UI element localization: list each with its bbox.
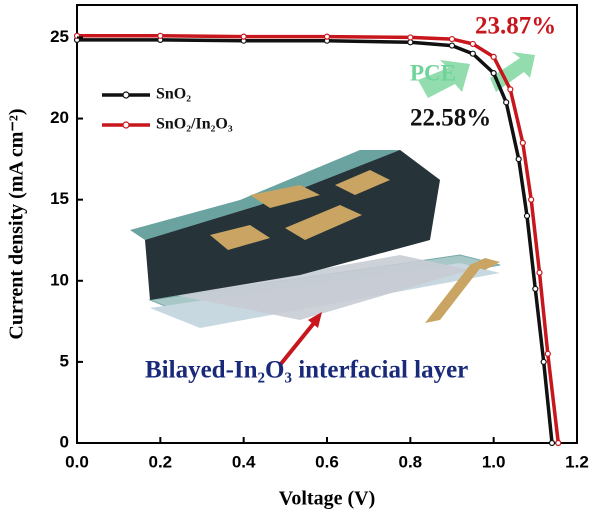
data-point <box>157 32 164 39</box>
annotation: Bilayed-In₂O₃ interfacial layer <box>145 357 468 384</box>
annotation: 22.58% <box>410 105 491 132</box>
data-point <box>469 40 476 48</box>
data-point <box>548 439 556 447</box>
data-point <box>519 139 526 146</box>
x-tick-label: 0.6 <box>315 452 339 471</box>
data-point <box>523 212 531 219</box>
annotation: PCE <box>410 60 456 85</box>
data-point <box>544 350 551 357</box>
y-tick-label: 5 <box>60 351 69 370</box>
data-point <box>490 70 497 77</box>
y-tick-label: 10 <box>50 270 69 289</box>
data-point <box>490 53 497 61</box>
data-point <box>407 39 414 46</box>
data-point <box>469 50 476 57</box>
x-tick-label: 0.4 <box>232 452 256 471</box>
data-point <box>240 33 247 40</box>
x-axis-label: Voltage (V) <box>279 488 375 510</box>
data-point <box>407 34 414 41</box>
legend-label: SnO₂/In₂O₃ <box>156 116 233 133</box>
x-tick-label: 1.0 <box>482 452 506 471</box>
data-point <box>540 358 547 365</box>
data-point <box>507 86 514 93</box>
data-point <box>532 285 539 292</box>
series-line <box>77 34 561 444</box>
data-point <box>448 42 456 49</box>
data-point <box>515 156 522 163</box>
inset-illustration <box>130 52 535 367</box>
legend-marker <box>122 121 130 129</box>
data-point <box>536 269 543 276</box>
x-tick-label: 0.0 <box>65 452 89 471</box>
y-tick-label: 0 <box>60 432 69 451</box>
data-point <box>528 196 535 203</box>
legend-label: SnO₂ <box>156 86 191 103</box>
y-tick-label: 15 <box>50 189 69 208</box>
data-point <box>503 99 510 106</box>
y-tick-label: 20 <box>50 108 69 127</box>
y-axis-label: Current density (mA cm⁻²) <box>6 108 28 339</box>
x-tick-label: 0.8 <box>399 452 423 471</box>
data-point <box>555 439 562 447</box>
x-tick-label: 1.2 <box>565 452 589 471</box>
data-point <box>448 35 456 43</box>
series-line <box>77 38 554 444</box>
annotation: 23.87% <box>475 13 556 40</box>
x-tick-label: 0.2 <box>149 452 173 471</box>
data-point <box>323 33 331 40</box>
legend-marker <box>122 91 130 99</box>
y-tick-label: 25 <box>50 27 69 46</box>
